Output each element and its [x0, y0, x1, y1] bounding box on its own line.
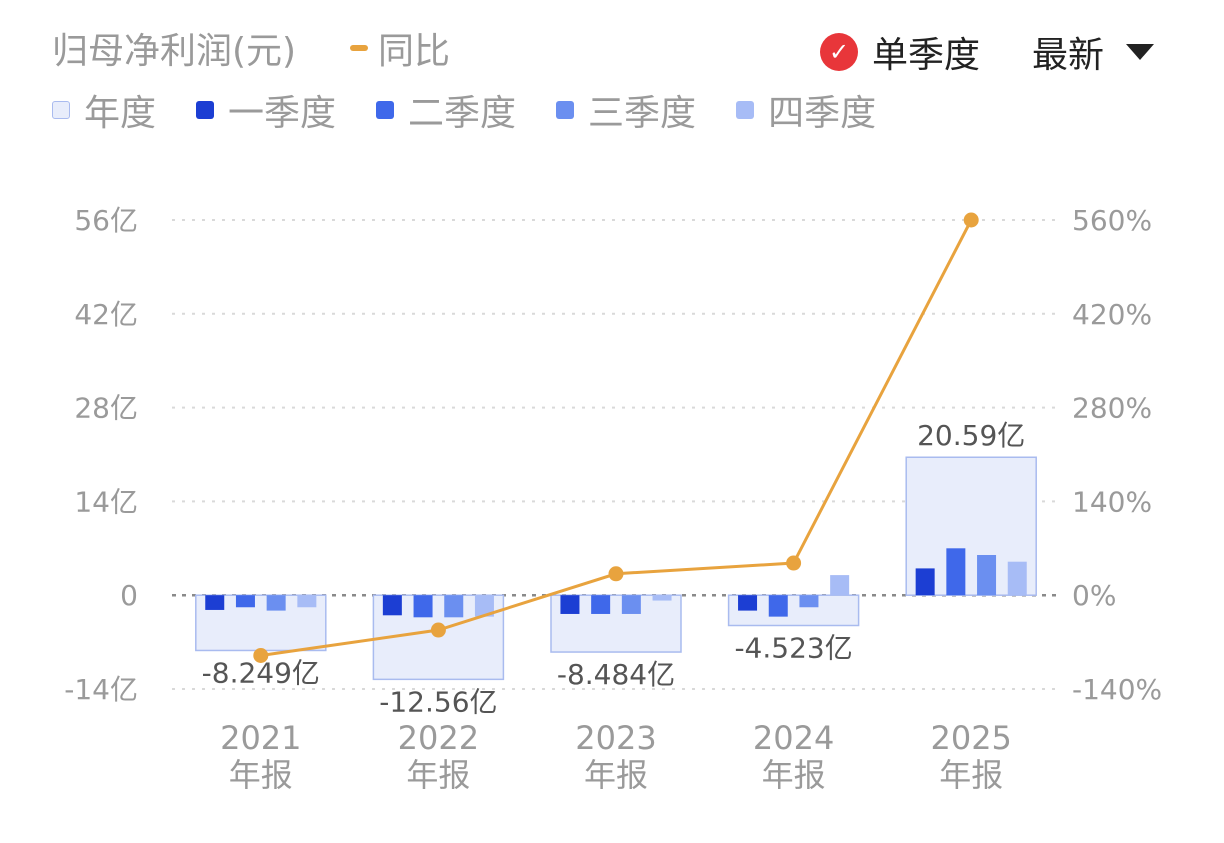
yoy-line — [260, 219, 973, 657]
legend-swatch-q3 — [556, 101, 575, 119]
legend-swatch-q1 — [196, 101, 215, 119]
legend-label-annual: 年度 — [84, 93, 157, 134]
y-left-tick-label: 0 — [120, 579, 138, 612]
quarter-bar-q2 — [591, 595, 611, 614]
legend-item-q2[interactable]: 二季度 — [376, 84, 516, 136]
legend-swatch-q2 — [376, 101, 395, 119]
legend-label-q4: 四季度 — [768, 93, 877, 134]
x-tick-year: 2025 — [930, 719, 1011, 757]
annual-value-label: -12.56亿 — [379, 685, 497, 718]
quarter-bar-q1 — [382, 595, 402, 616]
legend-item-q3[interactable]: 三季度 — [556, 84, 696, 136]
quarter-bar-q4 — [297, 595, 317, 608]
quarter-bar-q1 — [738, 595, 758, 611]
y-right-tick-label: 0% — [1072, 579, 1116, 612]
quarter-bar-q4 — [652, 595, 672, 601]
yoy-point — [786, 555, 802, 571]
legend-item-q1[interactable]: 一季度 — [196, 84, 336, 136]
quarter-bar-q3 — [266, 595, 286, 611]
yoy-legend: 同比 — [350, 22, 450, 74]
y-right-tick-label: 280% — [1072, 392, 1152, 425]
check-icon: ✓ — [820, 33, 858, 71]
legend-swatch-q4 — [736, 101, 755, 119]
y-left-tick-label: 14亿 — [74, 485, 138, 518]
annual-value-label: -4.523亿 — [734, 632, 852, 665]
series-legend: 年度 一季度 二季度 三季度 四季度 — [52, 84, 916, 136]
y-left-tick-label: -14亿 — [64, 673, 138, 706]
single-quarter-label: 单季度 — [872, 35, 981, 76]
yoy-point — [430, 622, 446, 638]
quarter-bar-q2 — [235, 595, 255, 608]
period-select[interactable]: 最新 — [1032, 26, 1155, 78]
quarter-bar-q1 — [560, 595, 580, 614]
annual-value-label: -8.484亿 — [557, 658, 675, 691]
y-left-tick-label: 28亿 — [74, 392, 138, 425]
x-tick-year: 2022 — [398, 719, 479, 757]
legend-swatch-annual — [52, 101, 70, 119]
yoy-line-icon — [350, 45, 368, 51]
y-right-tick-label: 420% — [1072, 298, 1152, 331]
quarter-bar-q3 — [444, 595, 464, 618]
x-tick-period: 年报 — [406, 756, 470, 794]
yoy-point — [963, 212, 979, 228]
y-left-tick-label: 42亿 — [74, 298, 138, 331]
x-tick-period: 年报 — [229, 756, 293, 794]
yoy-point — [253, 648, 269, 663]
period-select-value: 最新 — [1032, 35, 1105, 76]
yoy-point — [608, 566, 624, 582]
y-right-tick-label: 560% — [1072, 204, 1152, 237]
quarter-bar-q4 — [1007, 561, 1027, 596]
y-right-tick-label: -140% — [1072, 673, 1162, 706]
chart-title: 归母净利润(元) — [52, 31, 297, 72]
legend-label-q2: 二季度 — [408, 93, 517, 134]
quarter-bar-q3 — [799, 595, 819, 608]
y-right-tick-label: 140% — [1072, 485, 1152, 518]
legend-item-q4[interactable]: 四季度 — [736, 84, 876, 136]
legend-label-q3: 三季度 — [588, 93, 697, 134]
legend-label-q1: 一季度 — [228, 93, 337, 134]
quarter-bar-q3 — [977, 555, 997, 596]
x-tick-year: 2021 — [220, 719, 301, 757]
chevron-down-icon — [1126, 44, 1155, 60]
quarter-bar-q4 — [474, 595, 494, 617]
quarter-bar-q2 — [946, 548, 966, 596]
quarter-bar-q2 — [768, 595, 788, 617]
quarter-bar-q1 — [205, 595, 225, 610]
yoy-legend-label: 同比 — [378, 31, 451, 72]
annual-value-label: 20.59亿 — [917, 419, 1025, 452]
legend-item-annual[interactable]: 年度 — [52, 84, 156, 136]
quarter-bar-q1 — [915, 568, 935, 596]
y-left-tick-label: 56亿 — [74, 204, 138, 237]
single-quarter-toggle[interactable]: ✓ 单季度 — [820, 26, 980, 78]
quarter-bar-q4 — [830, 575, 850, 596]
x-tick-period: 年报 — [762, 756, 826, 794]
quarter-bar-q2 — [413, 595, 433, 618]
x-tick-period: 年报 — [584, 756, 648, 794]
x-tick-period: 年报 — [939, 756, 1003, 794]
x-tick-year: 2023 — [575, 719, 656, 757]
x-tick-year: 2024 — [753, 719, 834, 757]
quarter-bar-q3 — [621, 595, 641, 614]
